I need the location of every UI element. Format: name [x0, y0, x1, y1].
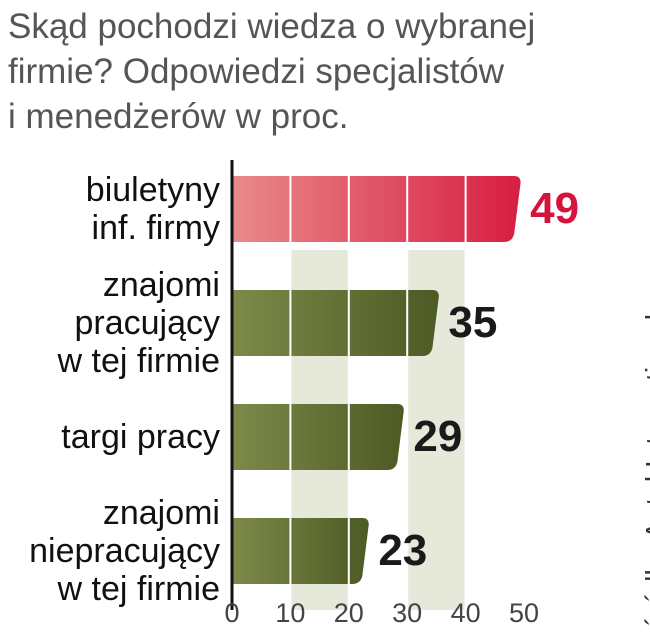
chart-title: Skąd pochodzi wiedza o wybranej firmie? … — [8, 7, 536, 136]
x-tick-label: 30 — [392, 598, 423, 628]
value-label: 23 — [378, 526, 428, 575]
bar — [232, 404, 404, 470]
value-label: 49 — [530, 184, 580, 233]
x-tick-label: 0 — [224, 598, 240, 628]
category-label: targi pracy — [61, 418, 220, 456]
x-tick-label: 50 — [508, 598, 540, 628]
category-label: biuletyny inf. firmy — [85, 171, 220, 247]
x-tick-label: 10 — [275, 598, 306, 628]
bar — [232, 518, 369, 584]
category-label: znajomi pracujący w tej firmie — [57, 266, 220, 380]
source: źródło: Antal International — [640, 314, 650, 630]
x-tick-label: 20 — [333, 598, 364, 628]
category-label: znajomi niepracujący w tej firmie — [29, 494, 220, 608]
bar — [232, 290, 439, 356]
x-tick-label: 40 — [450, 598, 481, 628]
value-label: 35 — [448, 298, 498, 347]
bar — [232, 176, 521, 242]
value-label: 29 — [413, 412, 463, 461]
